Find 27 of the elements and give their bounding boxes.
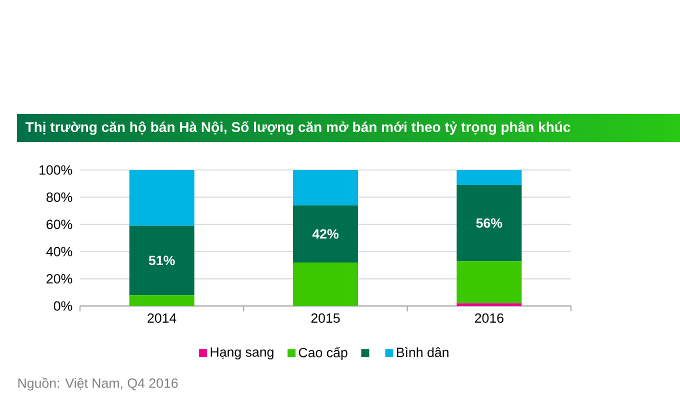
bar bbox=[293, 262, 358, 306]
bar bbox=[456, 303, 522, 306]
data-label: 56% bbox=[476, 218, 502, 228]
legend-label: Bình dân bbox=[396, 347, 448, 358]
bar bbox=[293, 170, 358, 206]
y-tick-label: 40% bbox=[46, 246, 72, 256]
bar bbox=[129, 295, 194, 306]
legend-label: Cao cấp bbox=[298, 346, 348, 360]
bar bbox=[129, 170, 194, 226]
x-tick-label: 2014 bbox=[148, 313, 176, 323]
data-label: 42% bbox=[312, 229, 338, 239]
y-tick-label: 0% bbox=[54, 301, 72, 311]
chart-title: Thị trường căn hộ bán Hà Nội, Số lượng căn mở bán mới theo tỷ trọng phân khúc bbox=[25, 121, 570, 135]
bar bbox=[456, 170, 522, 185]
y-tick-label: 60% bbox=[46, 220, 72, 230]
x-tick-label: 2015 bbox=[311, 313, 340, 323]
bar bbox=[456, 184, 522, 262]
x-tick-label: 2016 bbox=[475, 313, 504, 323]
legend-label: Hạng sang bbox=[210, 347, 274, 360]
y-tick-label: 100% bbox=[40, 165, 72, 175]
y-tick-label: 80% bbox=[46, 192, 72, 202]
data-label: 51% bbox=[148, 256, 175, 266]
bar bbox=[456, 261, 522, 304]
bar bbox=[293, 205, 358, 262]
bar bbox=[129, 226, 194, 296]
text: Nguồn: Việt Nam, Q4 2016 bbox=[18, 377, 178, 390]
y-tick-label: 20% bbox=[46, 274, 72, 284]
